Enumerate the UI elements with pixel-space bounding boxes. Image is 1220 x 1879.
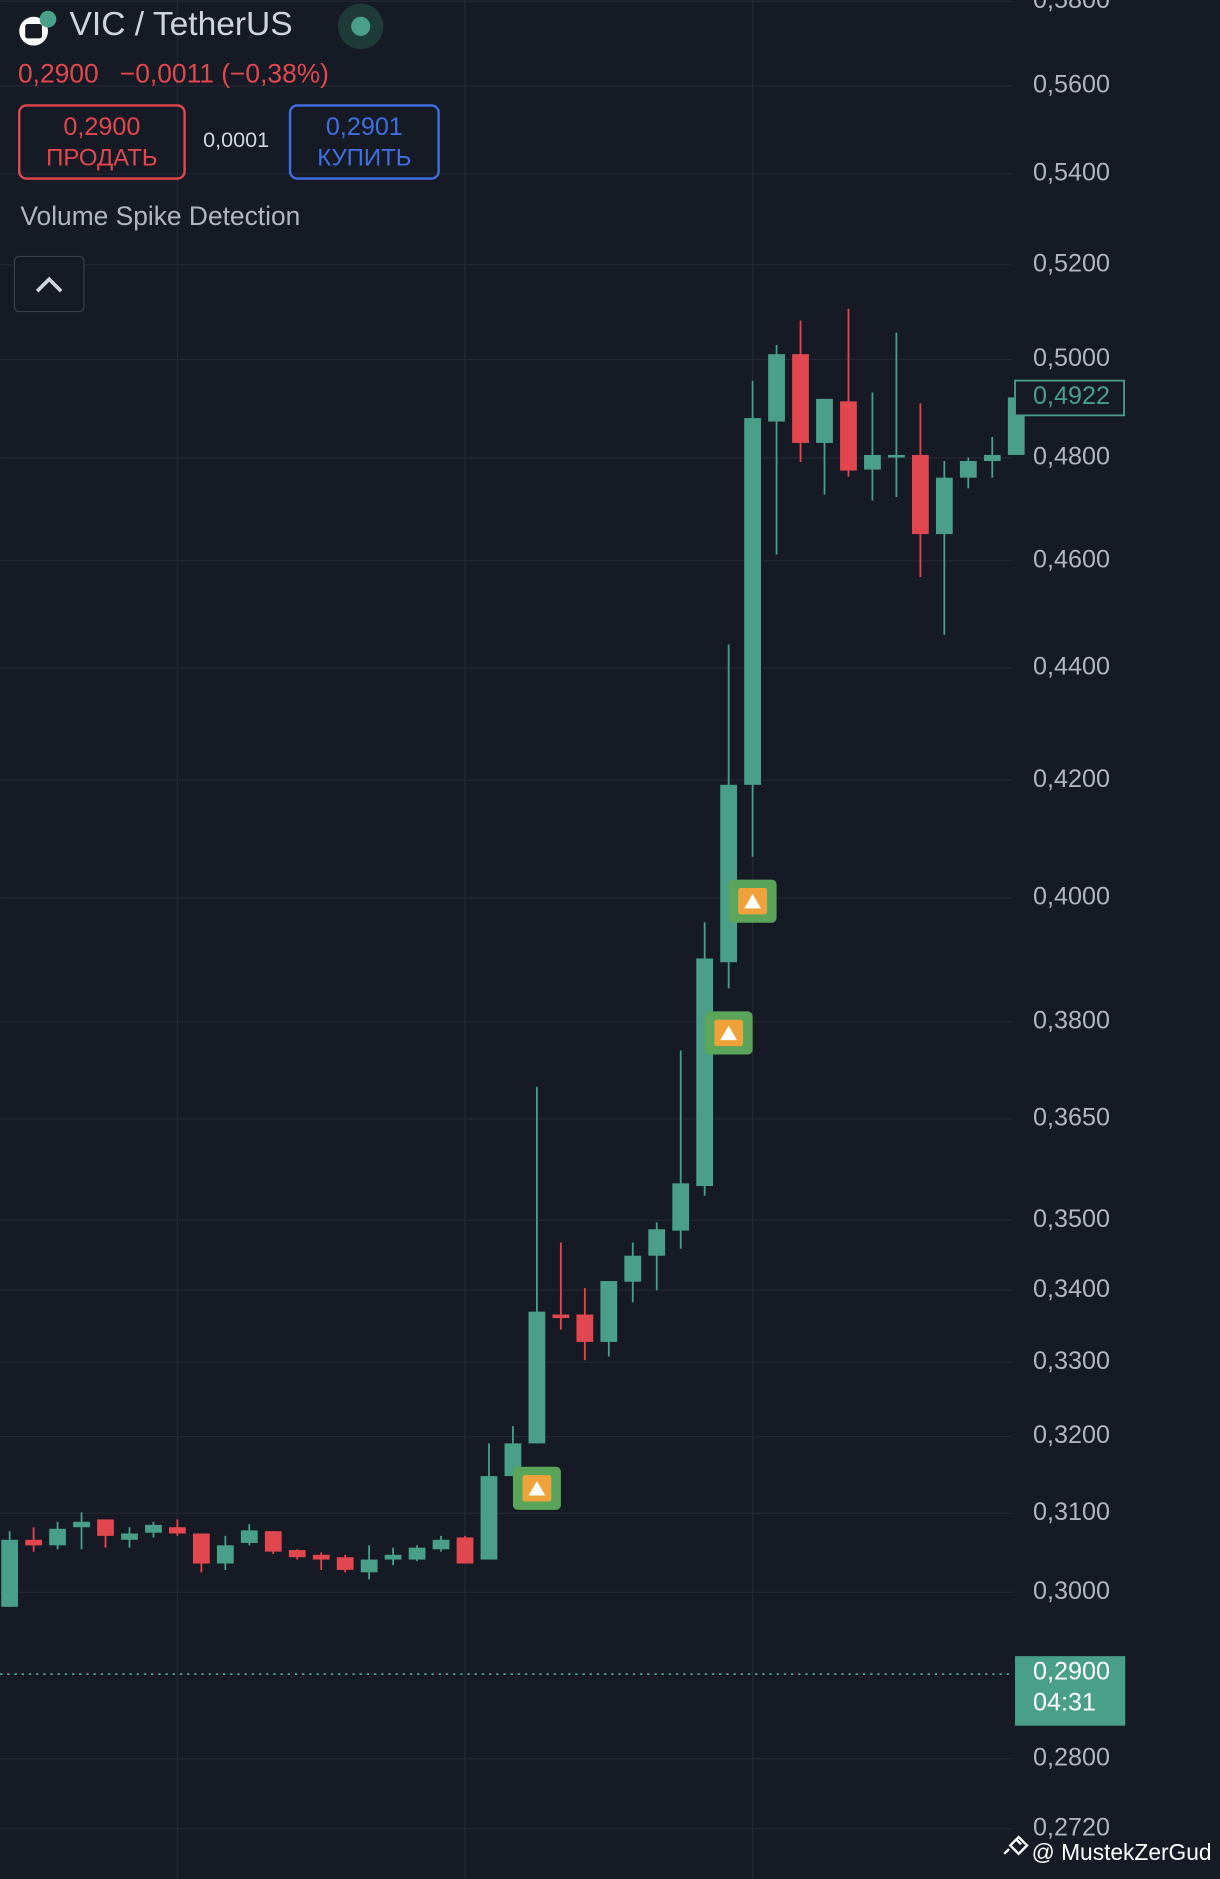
candle-body: [1, 1539, 19, 1607]
y-tick-label: 0,4000: [1033, 883, 1110, 911]
candle-body: [240, 1530, 258, 1543]
candle-body: [97, 1519, 114, 1536]
candle-body: [264, 1531, 282, 1552]
plot: [0, 308, 1025, 1676]
sell-button[interactable]: [18, 104, 186, 180]
price-countdown: 04:31: [1033, 1689, 1096, 1717]
candle-body: [384, 1554, 402, 1560]
y-tick-label: 0,3650: [1033, 1104, 1110, 1132]
y-tick-label: 0,3500: [1033, 1205, 1110, 1233]
buy-price: 0,2901: [326, 113, 403, 141]
candle-body: [840, 401, 857, 471]
signals: [512, 879, 777, 1510]
candle-body: [959, 460, 977, 478]
candle-body: [624, 1255, 642, 1282]
spread: 0,0001: [203, 127, 269, 152]
candle-body: [983, 454, 1001, 461]
price-line-label: 0,2900: [1033, 1658, 1110, 1686]
watermark-icon: [1003, 1835, 1029, 1856]
y-tick-label: 0,4200: [1033, 765, 1110, 793]
collapse-button[interactable]: [13, 255, 85, 313]
y-tick-label: 0,5200: [1033, 249, 1110, 277]
buy-button[interactable]: [288, 104, 440, 180]
sell-price: 0,2900: [63, 113, 140, 141]
y-tick-label: 0,5400: [1033, 158, 1110, 186]
buy-label: КУПИТЬ: [317, 145, 411, 172]
candle-body: [336, 1557, 354, 1570]
candle-body: [864, 454, 881, 470]
y-tick-label: 0,2720: [1033, 1813, 1110, 1841]
candle-body: [49, 1528, 66, 1546]
y-tick-label: 0,4800: [1033, 443, 1110, 471]
candle-body: [145, 1524, 162, 1533]
candle-body: [480, 1476, 498, 1560]
candle-body: [576, 1314, 594, 1342]
candle-body: [935, 477, 953, 535]
candle-body: [528, 1311, 546, 1444]
status-dot: [351, 16, 371, 36]
logo-mark: [25, 23, 42, 39]
candle-body: [600, 1281, 618, 1342]
header: VIC / TetherUS 0,2900 −0,0011 (−0,38%) 0…: [13, 3, 1212, 1865]
y-tick-label: 0,5600: [1033, 71, 1110, 99]
last-price-box: [1014, 379, 1125, 417]
y-tick-label: 0,3300: [1033, 1347, 1110, 1375]
candle-body: [216, 1545, 234, 1564]
candle-body: [888, 454, 905, 458]
indicator-name: Volume Spike Detection: [20, 201, 300, 231]
candle-body: [456, 1537, 474, 1564]
candle-body: [408, 1547, 426, 1560]
candle-body: [720, 784, 738, 963]
candle-body: [672, 1183, 690, 1231]
volume-spike-marker: [728, 879, 777, 923]
symbol: VIC / TetherUS: [70, 6, 293, 43]
y-tick-label: 0,4600: [1033, 545, 1110, 573]
y-tick-label: 0,3400: [1033, 1275, 1110, 1303]
collapse-icon: [35, 276, 63, 293]
candle-body: [121, 1533, 138, 1540]
candle-body: [288, 1550, 306, 1558]
volume-spike-marker: [512, 1466, 561, 1510]
grid: [0, 0, 1013, 1879]
candle-body: [169, 1527, 186, 1534]
candle-body: [648, 1229, 666, 1256]
candle-body: [792, 354, 809, 443]
price-axis: 0,2720 0,2800 0,3000 0,3100 0,3200 0,3300 0,34…: [1014, 0, 1126, 1841]
candle-body: [911, 454, 929, 535]
volume-spike-marker: [704, 1011, 753, 1055]
y-tick-label: 0,3100: [1033, 1498, 1110, 1526]
candle-body: [744, 418, 761, 785]
y-tick-label: 0,3800: [1033, 1006, 1110, 1034]
y-tick-label: 0,5800: [1033, 0, 1110, 14]
watermark: @ MustekZerGud: [1032, 1839, 1212, 1865]
y-tick-label: 0,3200: [1033, 1421, 1110, 1449]
last-price-label: 0,4922: [1033, 382, 1110, 410]
y-tick-label: 0,3000: [1033, 1577, 1110, 1605]
y-tick-label: 0,2800: [1033, 1743, 1110, 1771]
candle-body: [192, 1533, 210, 1564]
price-line-box: [1015, 1656, 1126, 1726]
candle-body: [25, 1539, 42, 1546]
candle-body: [73, 1521, 90, 1528]
y-tick-label: 0,4400: [1033, 653, 1110, 681]
y-tick-label: 0,5000: [1033, 344, 1110, 372]
candle-body: [552, 1314, 570, 1319]
candle-body: [432, 1539, 450, 1550]
candle-body: [360, 1559, 378, 1573]
candle-body: [768, 354, 785, 422]
candle-body: [312, 1554, 330, 1560]
sell-label: ПРОДАТЬ: [46, 145, 157, 172]
price: 0,2900: [18, 58, 99, 88]
candle-body: [696, 958, 714, 1187]
change: −0,0011 (−0,38%): [120, 58, 329, 88]
logo-badge: [39, 10, 57, 28]
candle-body: [816, 398, 833, 443]
